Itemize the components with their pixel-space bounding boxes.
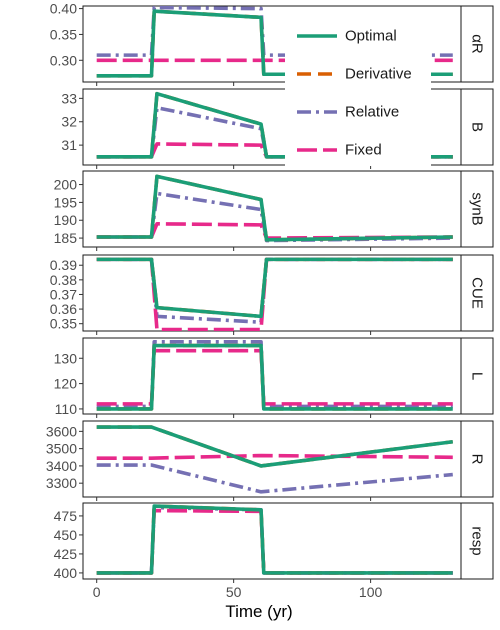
y-tick-label: 3400 [46,458,77,474]
strip-box [460,5,494,83]
strip-label: resp [469,526,486,555]
y-tick-label: 425 [54,546,78,562]
panel-frame [82,254,462,332]
y-tick-label: 0.35 [50,316,77,332]
strip-box [460,88,494,166]
y-tick-label: 0.35 [50,26,77,42]
series-layer [96,340,453,411]
strip-label: R [469,454,486,465]
y-tick-label: 3600 [46,423,77,439]
strip-label: αR [469,34,486,54]
legend-label: Fixed [345,142,382,159]
strip-box [460,420,494,498]
strip-label: synB [469,192,486,225]
series-line-optimal [96,257,453,319]
series-line-fixed [96,453,453,460]
strip-box [460,337,494,415]
panel-4: L 110 120 130 [54,337,494,418]
y-tick-label: 130 [54,350,78,366]
series-layer [96,174,453,243]
panel-6: resp 400 425 450 475 [54,502,494,583]
series-line-optimal [96,425,454,468]
panel-3: CUE 0.350.360.370.380.39 [50,254,494,335]
x-tick-label: 100 [359,584,383,600]
y-tick-label: 0.40 [50,1,77,17]
y-tick-label: 0.38 [50,272,77,288]
panel-frame [82,420,462,498]
x-tick-label: 50 [226,584,242,600]
panel-frame [82,337,462,415]
legend: Optimal Derivative Relative Fixed [285,14,431,166]
y-tick-label: 32 [61,114,77,130]
y-tick-label: 0.37 [50,286,77,302]
series-line-relative [96,6,453,57]
y-tick-label: 3300 [46,475,77,491]
y-tick-label: 185 [54,230,78,246]
y-tick-label: 31 [61,137,77,153]
series-line-fixed [96,348,453,406]
y-tick-label: 190 [54,212,78,228]
series-line-optimal [96,174,453,242]
series-layer [96,425,454,494]
strip-label: L [469,372,486,380]
series-line-optimal [96,504,453,575]
strip-box [460,502,494,580]
x-axis-title: Time (yr) [225,602,292,621]
strip-label: CUE [469,277,486,309]
legend-box [285,14,431,166]
y-tick-label: 450 [54,527,78,543]
y-tick-label: 475 [54,508,78,524]
y-tick-label: 110 [55,401,78,417]
y-tick-label: 0.39 [50,257,77,273]
strip-label: B [469,122,486,132]
legend-label: Derivative [345,66,412,83]
strip-box [460,170,494,248]
legend-label: Relative [345,104,399,121]
series-line-relative [96,340,453,409]
series-layer [96,257,453,331]
x-tick-label: 0 [93,584,101,600]
y-tick-label: 0.36 [50,301,77,317]
y-tick-label: 120 [54,376,78,392]
y-tick-label: 200 [54,177,78,193]
y-tick-label: 195 [54,194,78,210]
series-line-optimal [96,343,453,411]
y-tick-label: 400 [54,565,78,581]
panel-frame [82,502,462,580]
y-tick-label: 33 [61,90,77,106]
x-axis: 0 50 100 [93,584,383,600]
series-layer [96,504,453,575]
y-tick-label: 0.30 [50,52,77,68]
y-tick-label: 3500 [46,441,77,457]
legend-label: Optimal [345,28,397,45]
strip-box [460,254,494,332]
series-line-relative [96,463,453,494]
